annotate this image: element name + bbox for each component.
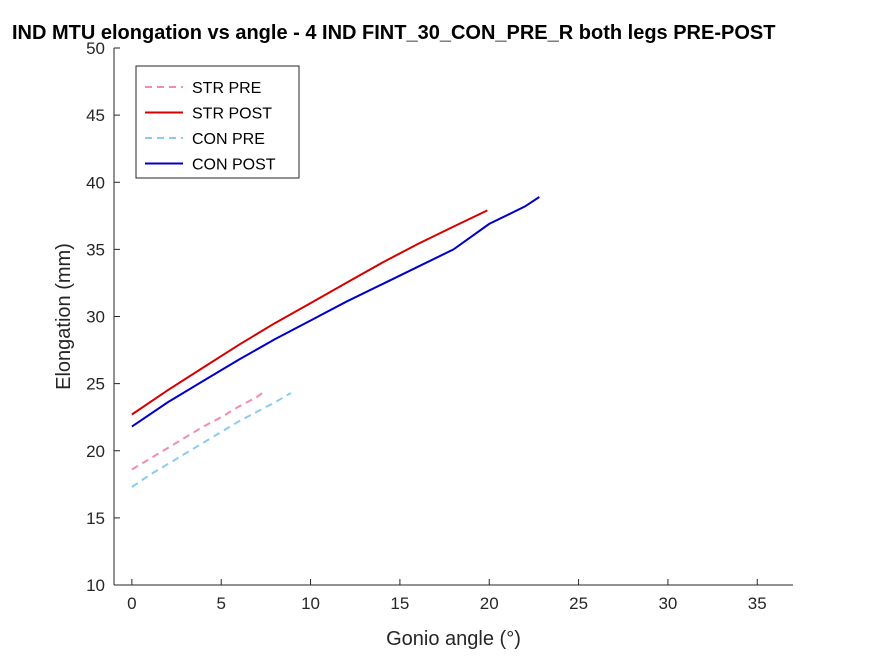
chart-title: IND MTU elongation vs angle - 4 IND FINT… [12, 22, 775, 44]
y-tick-label: 40 [86, 173, 105, 192]
series-line-con-post [131, 196, 540, 428]
y-tick-label: 30 [86, 308, 105, 327]
legend: STR PRE STR POST CON PRE CON POST [135, 65, 300, 179]
y-tick-label: 50 [86, 39, 105, 58]
series-line-con-pre [131, 392, 292, 488]
y-axis-label: Elongation (mm) [53, 243, 75, 390]
x-tick-label: 35 [748, 594, 767, 613]
y-tick-label: 35 [86, 240, 105, 259]
x-tick-label: 30 [658, 594, 677, 613]
legend-box [135, 65, 300, 179]
plot-area [131, 196, 540, 488]
y-tick-label: 15 [86, 509, 105, 528]
legend-label: STR POST [192, 106, 272, 123]
legend-label: CON POST [192, 157, 276, 174]
series-line-str-pre [131, 390, 265, 471]
series-line-str-post [131, 209, 488, 416]
legend-label: CON PRE [192, 131, 265, 148]
y-tick-label: 25 [86, 375, 105, 394]
y-tick-label: 20 [86, 442, 105, 461]
x-tick-label: 0 [127, 594, 136, 613]
x-axis-label: Gonio angle (°) [386, 628, 521, 650]
x-tick-label: 5 [216, 594, 225, 613]
legend-label: STR PRE [192, 80, 261, 97]
x-tick-label: 25 [569, 594, 588, 613]
y-tick-label: 45 [86, 106, 105, 125]
y-tick-label: 10 [86, 576, 105, 595]
x-tick-label: 10 [301, 594, 320, 613]
axes: 0 5 10 15 20 25 30 35 10 15 20 25 30 35 40 45 50 [86, 39, 793, 613]
x-tick-label: 15 [390, 594, 409, 613]
x-tick-label: 20 [480, 594, 499, 613]
